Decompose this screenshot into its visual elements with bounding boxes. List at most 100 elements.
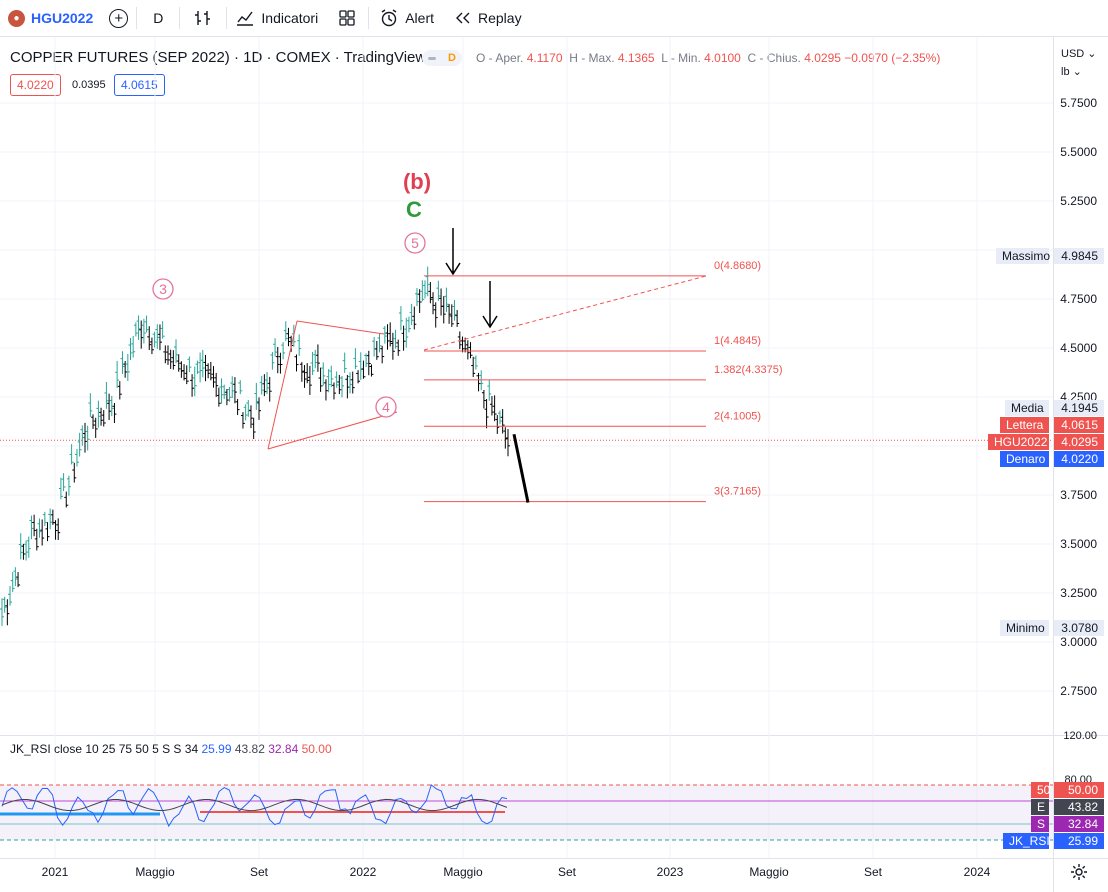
ohlc-bar: [109, 395, 114, 417]
wave-3-label: 3: [159, 281, 167, 297]
ohlc-bar: [310, 351, 315, 376]
ohlc-bar: [24, 540, 29, 561]
rsi-band: [0, 785, 1053, 840]
rsi-value-4: 50.00: [301, 742, 332, 756]
ohlc-bar: [240, 412, 245, 429]
ohlc-bar: [286, 327, 291, 347]
ohlc-bar: [176, 354, 181, 372]
status-dash-icon: [428, 56, 436, 60]
ohlc-bar: [465, 340, 470, 360]
ohlc-bar: [232, 377, 237, 404]
ohlc-bar: [26, 536, 31, 558]
ohlc-bar: [37, 518, 42, 538]
ohlc-bar: [120, 351, 125, 374]
ohlc-bar: [372, 336, 377, 357]
templates-button[interactable]: [326, 0, 368, 37]
ohlc-bar: [18, 533, 23, 560]
toolbar-divider: [136, 7, 138, 29]
ohlc-bar: [305, 363, 310, 384]
ohlc-bar: [436, 280, 441, 301]
indicators-button[interactable]: Indicatori: [227, 0, 326, 37]
ohlc-bar: [444, 287, 449, 312]
ohlc-bar: [53, 520, 58, 540]
ohlc-bar: [149, 337, 154, 355]
buy-price-button[interactable]: 4.0615: [114, 74, 165, 96]
ohlc-bar: [492, 395, 497, 422]
ohlc-bar: [412, 306, 417, 330]
ohlc-bar: [222, 384, 227, 400]
ohlc-bar: [187, 356, 192, 373]
axis-tag-label: Massimo: [996, 248, 1050, 264]
axis-currency-selector[interactable]: USD ⌄ lb ⌄: [1061, 45, 1097, 81]
time-tick-label: 2022: [350, 865, 377, 879]
ohlc-bar: [85, 425, 90, 451]
ohlc-bar: [214, 372, 219, 397]
ohlc-bar: [374, 340, 379, 360]
close-value: 4.0295: [804, 51, 841, 65]
wave-5-label: 5: [411, 235, 419, 251]
time-tick-label: Maggio: [135, 865, 175, 879]
chart-type-button[interactable]: [180, 0, 226, 37]
triangle-lower: [267, 411, 398, 450]
indicators-icon: [237, 11, 254, 26]
ohlc-bar: [289, 335, 294, 352]
interval-button[interactable]: D: [137, 0, 179, 37]
ohlc-bar: [248, 405, 253, 429]
ohlc-bar: [128, 337, 133, 361]
close-label: C - Chius.: [747, 51, 801, 65]
ohlc-bar: [117, 381, 122, 400]
price-tick-label: 3.0000: [1060, 635, 1097, 649]
fib-level-label: 3(3.7165): [714, 486, 761, 498]
symbol-search-button[interactable]: ● HGU2022: [0, 0, 101, 37]
replay-button[interactable]: Replay: [444, 0, 532, 37]
rsi-value-1: 25.99: [201, 742, 232, 756]
ohlc-bar: [380, 345, 385, 364]
ohlc-bar: [40, 519, 45, 546]
time-tick-label: 2023: [657, 865, 684, 879]
ohlc-bar: [157, 324, 162, 351]
ohlc-bar: [107, 393, 112, 421]
price-bars: [0, 266, 510, 626]
ohlc-bar: [420, 280, 425, 302]
rsi-tag-value: 25.99: [1054, 833, 1104, 849]
fib-level-label: 2(4.1005): [714, 410, 761, 422]
ohlc-bar: [390, 332, 395, 360]
high-label: H - Max.: [569, 51, 615, 65]
ohlc-bar: [32, 514, 37, 537]
ohlc-bar: [96, 400, 101, 428]
ohlc-bar: [45, 522, 50, 542]
layout-grid-icon: [339, 10, 355, 26]
ohlc-bar: [455, 309, 460, 327]
sell-price-button[interactable]: 4.0220: [10, 74, 61, 96]
ohlc-bar: [441, 296, 446, 324]
ohlc-bar: [133, 322, 138, 337]
ohlc-bar: [393, 329, 398, 349]
axis-tag-label: Media: [1005, 400, 1049, 416]
gear-icon[interactable]: [1069, 862, 1089, 882]
ohlc-bar: [88, 393, 93, 417]
ohlc-bar: [329, 365, 334, 388]
ohlc-bar: [353, 348, 358, 370]
ohlc-bar: [497, 410, 502, 425]
market-status-badge[interactable]: D: [422, 50, 462, 66]
rsi-legend[interactable]: JK_RSI close 10 25 75 50 5 S S 34 25.99 …: [10, 742, 332, 756]
ohlc-bar: [77, 432, 82, 457]
status-letter: D: [448, 52, 456, 64]
wave-c-label: C: [406, 197, 422, 222]
compare-button[interactable]: +: [101, 0, 136, 37]
chart-canvas[interactable]: 5.75005.50005.25004.75004.50004.25003.75…: [0, 37, 1108, 892]
ohlc-bar: [171, 350, 176, 370]
alert-button[interactable]: Alert: [369, 0, 444, 37]
wave-3-label-circle: [152, 278, 174, 300]
price-tick-label: 5.5000: [1060, 145, 1097, 159]
ohlc-bar: [64, 491, 69, 508]
ohlc-bar: [69, 444, 74, 465]
price-tick-label: 4.5000: [1060, 341, 1097, 355]
ohlc-bar: [184, 365, 189, 385]
time-tick-label: 2024: [964, 865, 991, 879]
time-tick-label: Set: [250, 865, 269, 879]
ohlc-bar: [72, 462, 77, 483]
wave-4-label: 4: [382, 399, 390, 415]
toolbar-divider: [179, 7, 181, 29]
